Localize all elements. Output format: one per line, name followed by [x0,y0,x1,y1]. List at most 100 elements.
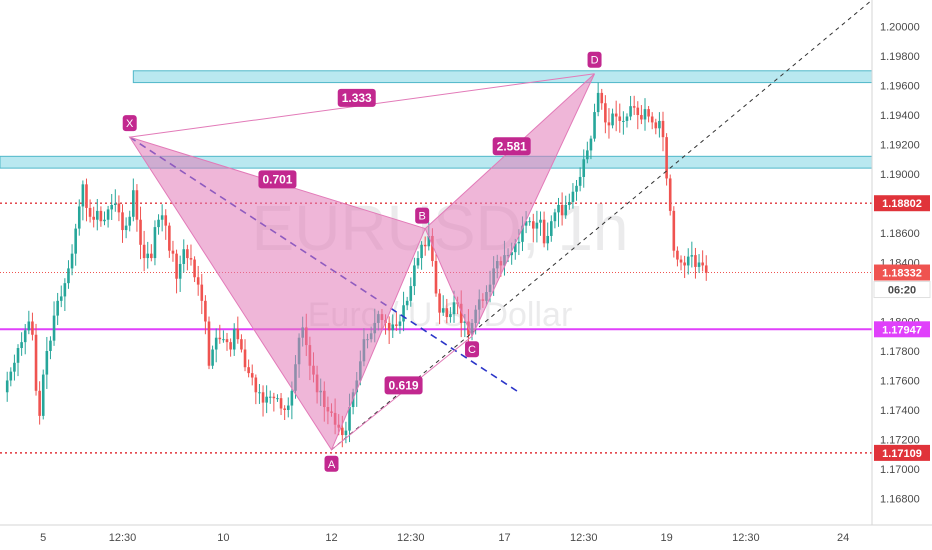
candle [146,241,150,269]
candle [402,291,405,332]
candle [88,199,92,223]
level-price-tag-2: 1.17947 [874,321,930,338]
level-price-tag-0: 1.18802 [874,195,930,212]
candle [539,211,542,236]
candle [546,222,550,251]
candle [391,314,395,338]
candle [686,248,690,275]
candle [658,112,661,138]
candle [632,95,636,115]
candle [643,98,647,131]
candle [240,334,243,353]
candle [254,374,258,405]
candle [218,324,222,344]
candle [99,206,103,227]
candle [395,311,398,331]
candle [103,211,106,226]
candle [575,180,578,201]
pattern-point-c[interactable]: C [465,341,480,358]
candle [387,316,391,344]
candle [535,210,539,243]
candle [265,385,268,414]
candle [668,174,672,216]
candle [596,82,600,117]
candle [85,178,88,222]
time-axis[interactable]: 5 12:30 10 12 12:30 17 12:30 19 12:30 24 [0,524,932,544]
candle [59,285,63,308]
candle [564,195,568,219]
candle [139,206,142,260]
candle [49,336,52,360]
svg-text:1.333: 1.333 [342,91,372,105]
candle [193,256,196,283]
candle [593,103,596,142]
candle [423,236,427,256]
candle [63,278,67,311]
candle [441,295,445,316]
y-tick-label: 1.19800 [880,51,920,63]
candle [20,332,23,356]
y-tick-label: 1.16800 [880,493,920,505]
svg-text:D: D [591,55,599,67]
candle [81,180,85,221]
pattern-point-b[interactable]: B [415,207,430,224]
candle [132,178,135,222]
candle [542,211,546,248]
candle [106,205,110,228]
ratio-label[interactable]: 2.581 [492,137,531,156]
candle [672,206,676,258]
x-tick-label: 12:30 [732,532,760,544]
candle [207,316,211,370]
y-tick-label: 1.19400 [880,110,920,122]
candle [157,214,160,235]
ascending-trendline[interactable] [331,0,873,451]
svg-text:X: X [126,118,134,130]
price-axis[interactable]: 1.20000 1.19800 1.19600 1.19400 1.19200 1.190… [871,0,932,550]
y-tick-label: 1.17200 [880,434,920,446]
ratio-label[interactable]: 1.333 [337,88,376,107]
candle [182,239,186,273]
candle [279,393,283,416]
candle [67,260,70,289]
candle [679,255,683,271]
pattern-point-x[interactable]: X [122,115,137,132]
candle [557,197,560,227]
candle [582,149,586,188]
candle [110,194,114,220]
candle [283,405,286,421]
pattern-point-d[interactable]: D [587,51,602,68]
candle [665,133,668,186]
candle [56,292,59,326]
candle [70,244,74,276]
candle [629,95,632,121]
candle [160,204,164,232]
candle [614,100,618,132]
candle [622,111,625,135]
svg-text:2.581: 2.581 [497,139,527,153]
candle [683,255,686,279]
candle [211,345,214,369]
candle [178,255,182,292]
candle [164,209,168,240]
candle [607,108,611,139]
x-tick-label: 12 [325,532,337,544]
candle [589,135,593,160]
y-tick-label: 1.19200 [880,140,920,152]
x-tick-label: 17 [498,532,510,544]
candle [654,118,658,135]
candle [150,244,153,262]
candle [528,217,531,226]
zone-1[interactable] [0,155,873,169]
ratio-label[interactable]: 0.701 [258,170,297,189]
candle [413,257,416,296]
pattern-point-a[interactable]: A [324,455,339,472]
candle [38,381,41,425]
candle [200,273,204,315]
candle [142,230,146,272]
harmonic-pattern[interactable]: X A B C D 0.701 1.333 2.581 0.619 [122,51,602,472]
candle [243,339,247,372]
zone-0[interactable] [132,70,873,84]
ratio-label[interactable]: 0.619 [384,376,423,395]
svg-text:1.17109: 1.17109 [882,448,922,460]
